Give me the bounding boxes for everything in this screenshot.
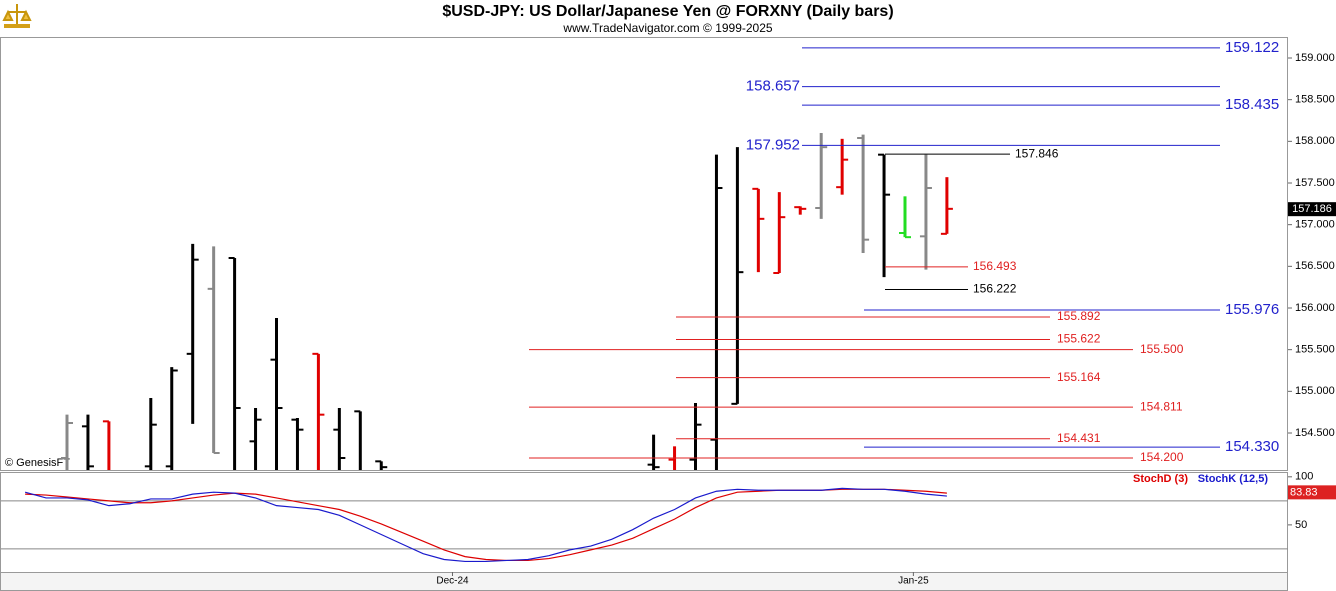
level-label: 154.330 bbox=[1225, 438, 1279, 455]
level-label: 154.200 bbox=[1140, 450, 1184, 464]
level-label: 155.892 bbox=[1057, 309, 1101, 323]
header bbox=[0, 0, 1336, 37]
level-label: 157.846 bbox=[1015, 146, 1059, 160]
y-tick-label: 156.000 bbox=[1295, 302, 1335, 314]
legend-entry: StochK (12,5) bbox=[1198, 473, 1269, 485]
legend-entry: StochD (3) bbox=[1133, 473, 1188, 485]
y-tick-label: 157.000 bbox=[1295, 219, 1335, 231]
level-label: 158.435 bbox=[1225, 96, 1279, 113]
level-label: 159.122 bbox=[1225, 39, 1279, 56]
y-tick-label: 50 bbox=[1295, 519, 1307, 531]
level-label: 155.976 bbox=[1225, 301, 1279, 318]
last-price-label: 157.186 bbox=[1292, 203, 1332, 215]
level-label: 154.431 bbox=[1057, 431, 1101, 445]
level-label: 156.222 bbox=[973, 282, 1017, 296]
level-label: 157.952 bbox=[746, 136, 800, 153]
x-axis bbox=[0, 572, 1288, 591]
level-label: 154.811 bbox=[1140, 399, 1183, 413]
y-tick-label: 159.000 bbox=[1295, 52, 1335, 64]
price-bars bbox=[61, 133, 953, 470]
last-price-box bbox=[1288, 202, 1336, 217]
y-tick-label: 158.500 bbox=[1295, 94, 1335, 106]
level-label: 155.622 bbox=[1057, 332, 1101, 346]
y-tick-label: 156.500 bbox=[1295, 260, 1335, 272]
y-tick-label: 154.500 bbox=[1295, 427, 1335, 439]
level-label: 158.657 bbox=[746, 78, 800, 95]
stoch-panel bbox=[0, 472, 1288, 573]
logo bbox=[2, 4, 32, 28]
level-label: 156.493 bbox=[973, 259, 1017, 273]
y-tick-label: 155.500 bbox=[1295, 344, 1335, 356]
y-tick-label: 158.000 bbox=[1295, 135, 1335, 147]
y-tick-label: 157.500 bbox=[1295, 177, 1335, 189]
x-tick-label: Dec-24 bbox=[436, 576, 469, 587]
x-tick-label: Jan-25 bbox=[898, 576, 929, 587]
readout-box bbox=[1288, 485, 1336, 500]
stoch-line bbox=[24, 487, 947, 563]
level-label: 155.500 bbox=[1140, 342, 1184, 356]
level-label: 155.164 bbox=[1057, 370, 1101, 384]
readout-label: 83.83 bbox=[1290, 486, 1318, 498]
y-tick-label: 155.000 bbox=[1295, 385, 1335, 397]
y-tick-label: 100 bbox=[1295, 471, 1313, 483]
chart-title: $USD-JPY: US Dollar/Japanese Yen @ FORXN… bbox=[442, 3, 893, 20]
chart-subtitle: www.TradeNavigator.com © 1999-2025 bbox=[562, 21, 772, 35]
watermark: © GenesisFT bbox=[5, 457, 70, 469]
